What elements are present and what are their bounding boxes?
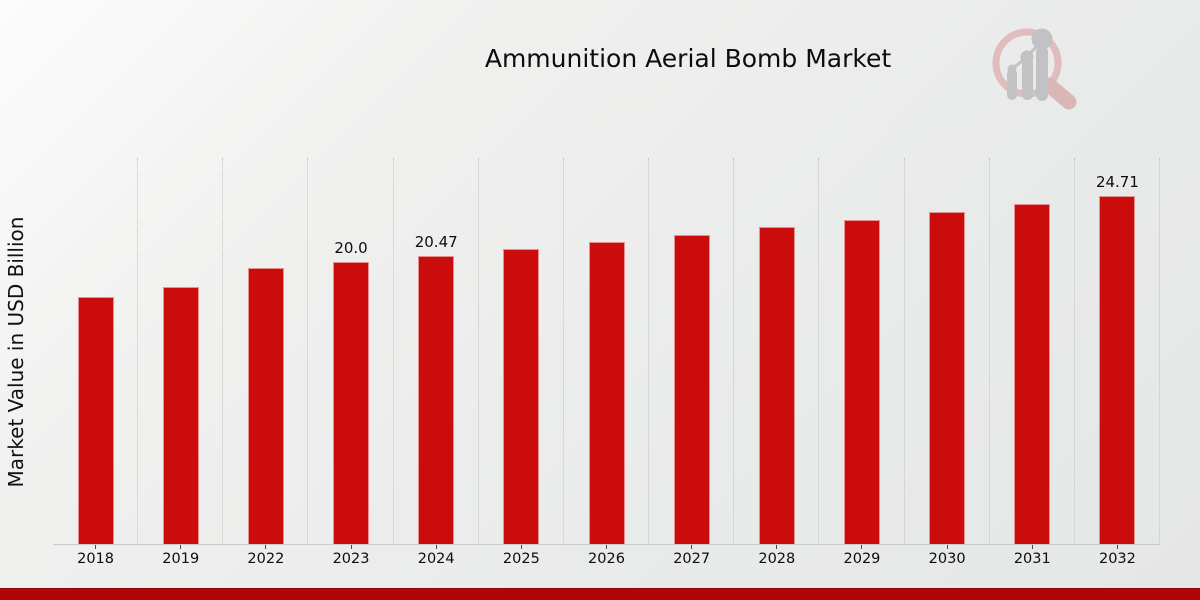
x-tick-label-2024: 2024	[417, 551, 455, 567]
bar-2029	[843, 219, 880, 544]
x-tick-label-2031: 2031	[1013, 551, 1051, 567]
bar-value-label-2023: 20.0	[334, 239, 368, 258]
gridline	[648, 158, 650, 544]
bar-2028	[758, 227, 795, 544]
x-axis: 2018 2019 2022 2023 2024 2025 2026 2027 2028 2029…	[53, 545, 1160, 575]
x-tick	[1031, 545, 1033, 549]
x-tick	[776, 545, 778, 549]
bar-2019	[162, 287, 199, 544]
x-tick-label-2022: 2022	[247, 551, 285, 567]
bar-value-label-2032: 24.71	[1095, 172, 1139, 191]
bar-value-label-2024: 20.47	[414, 232, 458, 251]
gridline	[562, 158, 564, 544]
x-tick-label-2025: 2025	[502, 551, 540, 567]
bar-2025	[503, 248, 540, 544]
gridline	[733, 158, 735, 544]
gridline	[392, 158, 394, 544]
bar-2026	[588, 241, 625, 544]
x-tick	[1116, 545, 1118, 549]
x-tick	[180, 545, 182, 549]
bar-2018	[77, 296, 114, 544]
bar-2022	[247, 267, 284, 544]
gridline	[1073, 158, 1075, 544]
x-tick-label-2030: 2030	[928, 551, 966, 567]
x-tick	[435, 545, 437, 549]
market-research-logo-watermark	[992, 28, 1077, 110]
bar-2030	[929, 211, 966, 544]
x-tick	[520, 545, 522, 549]
gridline	[1159, 158, 1160, 544]
x-tick	[95, 545, 97, 549]
magnifier-bar-chart-icon	[992, 28, 1077, 110]
x-tick-label-2018: 2018	[77, 551, 115, 567]
bar-2024	[418, 255, 455, 544]
x-tick-label-2019: 2019	[162, 551, 200, 567]
x-tick-label-2029: 2029	[843, 551, 881, 567]
x-tick-label-2023: 2023	[332, 551, 370, 567]
bar-2023	[333, 262, 370, 544]
x-tick	[861, 545, 863, 549]
gridline	[222, 158, 224, 544]
x-tick-label-2028: 2028	[758, 551, 796, 567]
gridline	[818, 158, 820, 544]
x-tick-label-2027: 2027	[673, 551, 711, 567]
gridline	[477, 158, 479, 544]
x-tick-label-2026: 2026	[588, 551, 625, 567]
chart-title: Ammunition Aerial Bomb Market	[484, 44, 892, 73]
y-axis-label: Market Value in USD Billion	[4, 216, 28, 488]
gridline	[307, 158, 309, 544]
bar-2032	[1099, 195, 1136, 544]
plot-area: 20.0 20.47 24.71	[53, 158, 1160, 545]
x-tick	[606, 545, 607, 549]
bar-2027	[673, 234, 710, 544]
footer-accent-bar	[0, 588, 1200, 600]
x-tick	[350, 545, 352, 549]
gridline	[903, 158, 905, 544]
bar-2031	[1014, 203, 1051, 544]
x-tick	[265, 545, 267, 549]
x-tick	[691, 545, 693, 549]
gridline	[137, 158, 139, 544]
gridline	[988, 158, 990, 544]
x-tick	[946, 545, 948, 549]
x-tick-label-2032: 2032	[1098, 551, 1136, 567]
